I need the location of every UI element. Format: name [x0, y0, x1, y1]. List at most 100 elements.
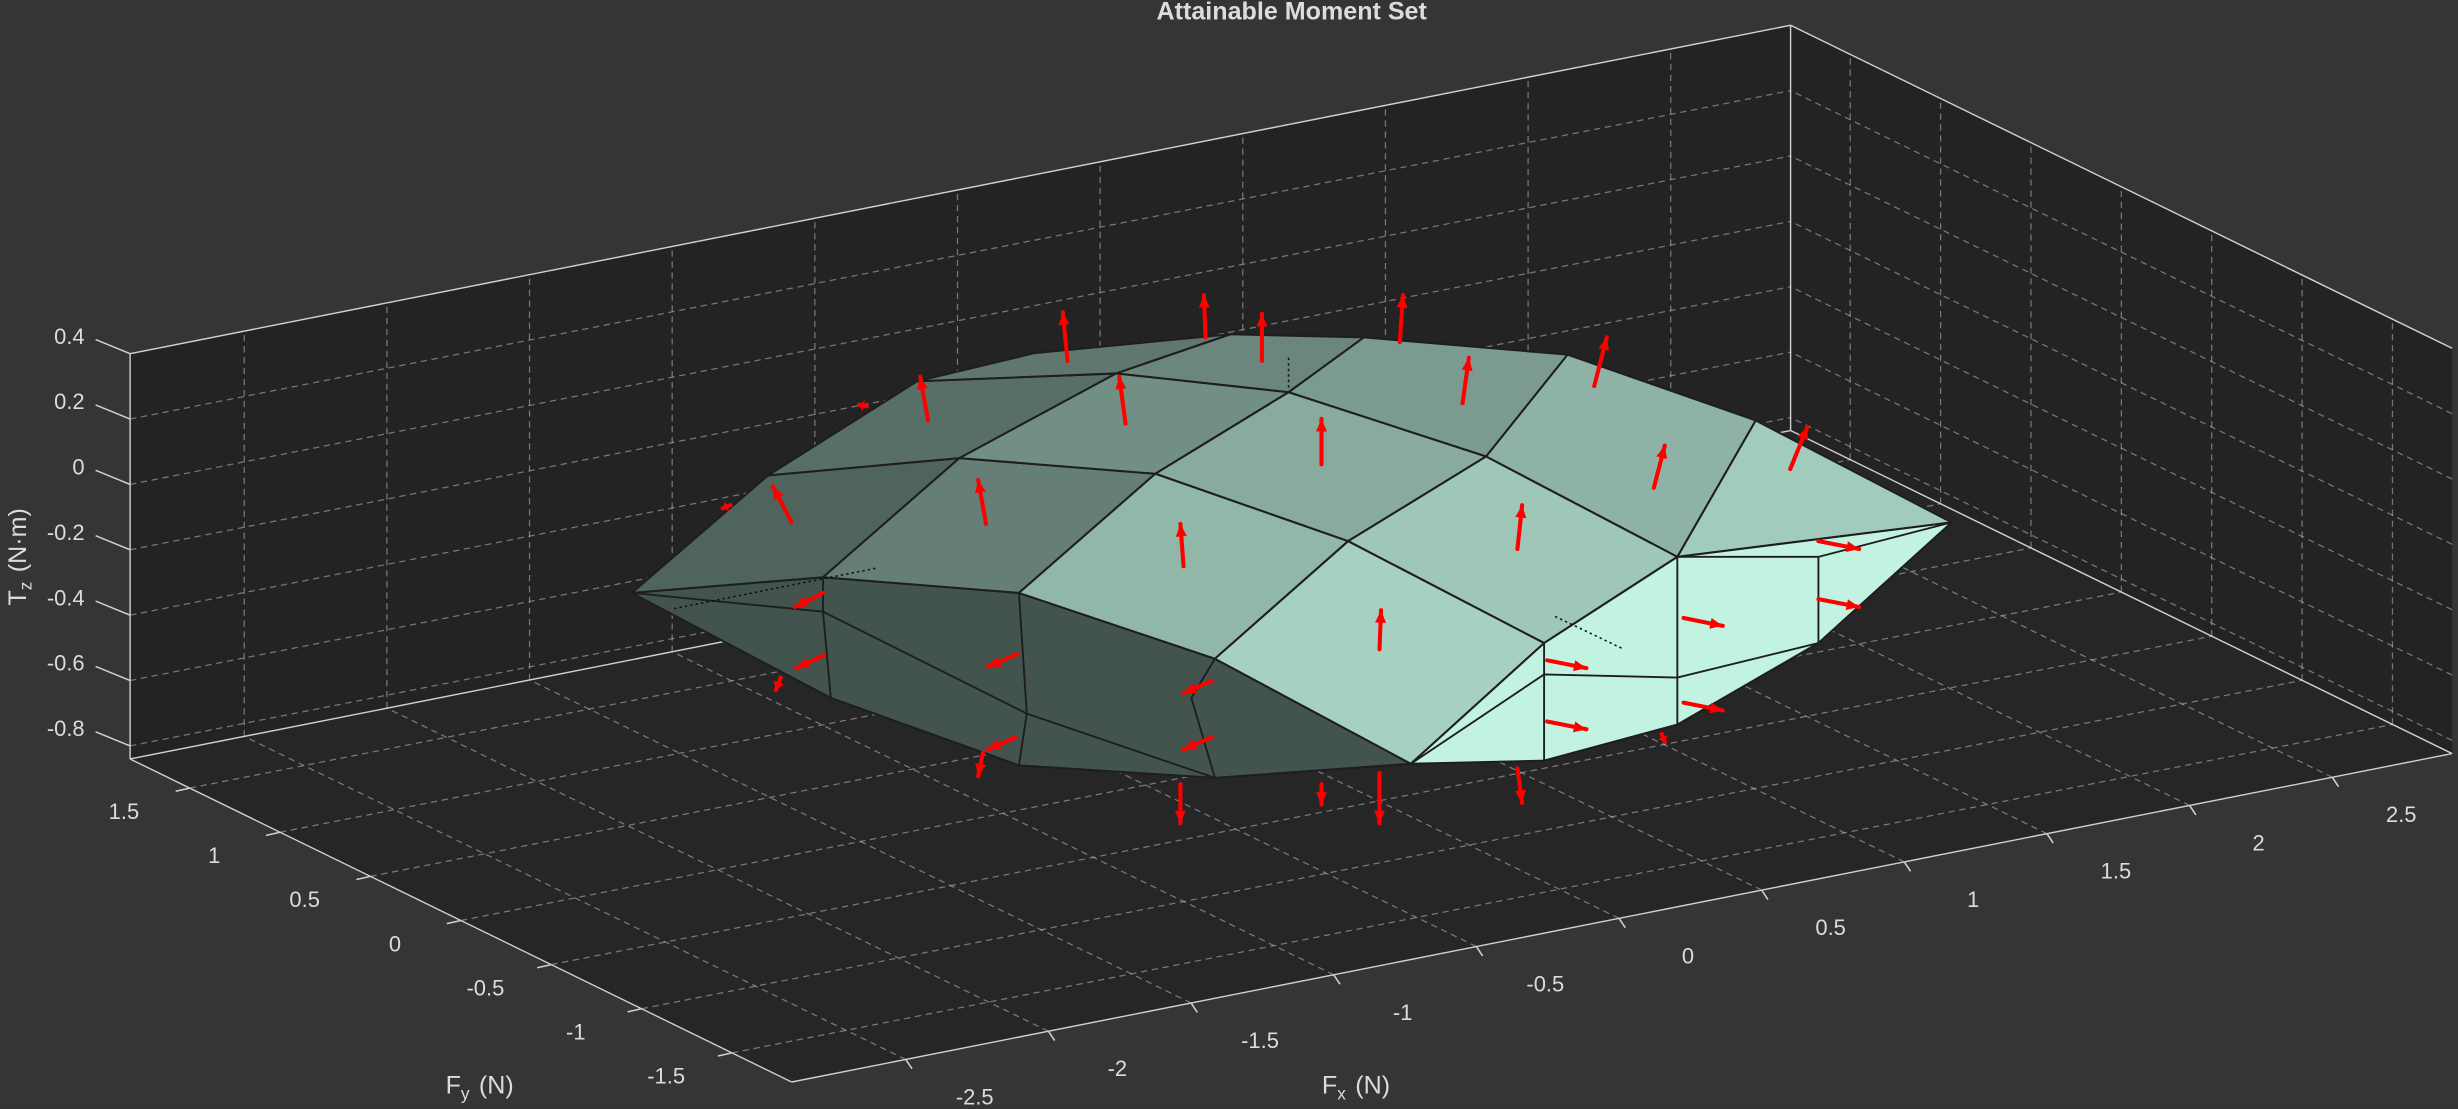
surface-edge [1410, 642, 1819, 765]
grid-line [1790, 416, 2453, 742]
y-axis-label: Fy (N) [446, 1071, 514, 1103]
normal-arrows [720, 293, 1862, 826]
x-tick-label: -2.5 [956, 1084, 994, 1109]
arrow-head [1374, 810, 1385, 824]
y-tick [265, 831, 281, 837]
x-tick-label: 2 [2252, 830, 2264, 855]
z-label-unit: (N·m) [3, 508, 31, 572]
arrow-head [1198, 295, 1210, 308]
chart-title: Attainable Moment Set [1157, 0, 1428, 26]
grid-line [129, 90, 1791, 420]
x-tick-label: 2.5 [2386, 802, 2416, 827]
arrow-head [1515, 505, 1527, 519]
arrow-head [796, 657, 811, 669]
arrow-head [974, 480, 986, 494]
arrow-head [1573, 660, 1587, 672]
y-label-symbol: F [446, 1071, 461, 1099]
y-tick [627, 1007, 642, 1013]
arrow-head [1375, 610, 1387, 623]
x-tick [1618, 917, 1626, 929]
hidden-edge [1554, 615, 1625, 651]
z-tick [95, 404, 131, 420]
y-tick [536, 963, 552, 969]
arrow-head [975, 762, 987, 777]
arrow-head [1316, 792, 1327, 805]
x-tick-label: 1.5 [2101, 859, 2132, 884]
x-tick [1903, 861, 1912, 872]
x-tick-label: -0.5 [1526, 972, 1564, 997]
arrow-head [1183, 683, 1198, 694]
grid-line [1790, 90, 2453, 415]
ticks: -2.5 -2 -1.5 -1 -0.5 0 0.5 1 1.5 2 2.5 -1.5 -1 -0.5 0 0… [47, 324, 2417, 1109]
arrow-head [1461, 357, 1473, 371]
z-tick [95, 600, 131, 616]
grid-line [1790, 155, 2453, 480]
y-tick-label: 1.5 [109, 799, 140, 824]
grid-line [129, 155, 1791, 486]
y-tick-label: 0.5 [289, 887, 320, 912]
x-tick [1333, 974, 1341, 985]
grid-line [386, 707, 1049, 1032]
z-tick-label: -0.8 [47, 716, 85, 741]
x-tick-label: -1 [1393, 1000, 1413, 1025]
x-tick-label: -1.5 [1241, 1028, 1279, 1053]
arrow-head [916, 376, 928, 390]
x-label-unit: (N) [1355, 1071, 1390, 1099]
arrow-head [1845, 541, 1860, 553]
x-tick [1190, 1002, 1198, 1013]
arrow-head [859, 400, 865, 412]
grid-line [1527, 481, 2190, 807]
x-axis-label: Fx (N) [1322, 1071, 1390, 1103]
arrow-head [1845, 599, 1860, 611]
arrow-head [1657, 735, 1669, 742]
grid-line [243, 735, 907, 1060]
y-label-unit: (N) [479, 1071, 514, 1099]
x-tick [905, 1058, 913, 1070]
arrow-head [1175, 523, 1187, 537]
y-tick [717, 1052, 733, 1057]
z-tick [95, 338, 131, 355]
arrow-head [773, 680, 784, 691]
arrow-head [1058, 312, 1070, 326]
x-label-symbol: F [1322, 1071, 1337, 1099]
axis-edge [791, 752, 2453, 1083]
arrow-head [1656, 445, 1667, 460]
arrow-head [1115, 376, 1127, 390]
grid-line [641, 679, 2303, 1010]
surface-edge [822, 577, 832, 699]
z-tick-label: -0.2 [47, 520, 85, 545]
x-tick [2046, 833, 2054, 844]
y-tick-label: 0 [389, 931, 401, 956]
z-tick-label: -0.4 [47, 585, 85, 610]
y-tick [356, 875, 371, 881]
arrow-head [1709, 617, 1723, 629]
x-tick-label: 0.5 [1815, 915, 1846, 940]
axis-edge [1790, 429, 2453, 755]
arrow-head [1573, 721, 1587, 733]
z-tick [95, 534, 131, 551]
arrow-head [794, 596, 809, 608]
arrow-head [1316, 418, 1327, 432]
arrow-head [772, 486, 784, 500]
z-label-subscript: z [15, 582, 35, 591]
z-axis-label: Tz (N·m) [3, 508, 35, 605]
axis-edge [1790, 24, 2453, 349]
hidden-edge [673, 567, 879, 610]
arrow-head [1256, 313, 1268, 327]
z-tick-label: 0.4 [54, 324, 85, 349]
y-label-subscript: y [461, 1083, 470, 1103]
axis-edge [129, 24, 1791, 355]
z-tick [95, 731, 131, 747]
arrow-head [722, 501, 730, 512]
arrow-head [987, 656, 1002, 667]
y-tick-label: -0.5 [467, 975, 505, 1000]
x-tick [1761, 889, 1769, 900]
surface-edge [631, 591, 1216, 779]
surface-edge [1190, 658, 1216, 779]
y-tick [175, 787, 190, 793]
x-tick-label: 0 [1682, 943, 1694, 968]
y-tick-label: -1 [566, 1020, 586, 1045]
arrow-head [1183, 739, 1198, 750]
